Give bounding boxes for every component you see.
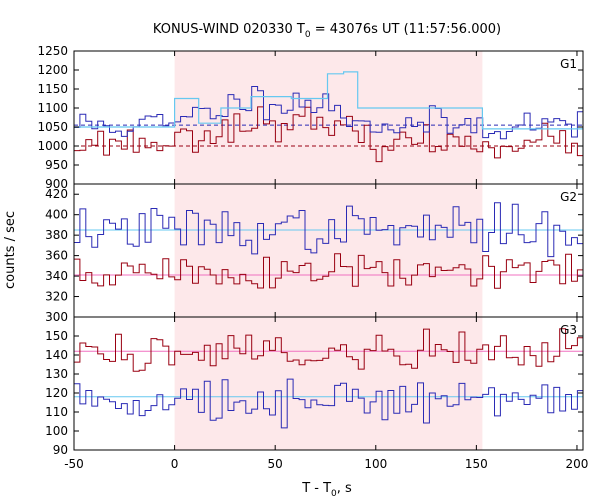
y-tick-label: 1200	[37, 63, 68, 77]
panel-plot-area	[74, 71, 583, 163]
panel-g1: 900 950 1000 1050 1100 1150 1200 1250 G1	[37, 44, 584, 191]
highlight-region	[174, 51, 483, 184]
y-tick-label: 100	[45, 424, 68, 438]
highlight-region	[174, 317, 483, 450]
blue-fit-steps-line	[74, 71, 583, 130]
x-axis-label-subscript: 0	[331, 489, 337, 499]
x-axis-label-prefix: T - T	[301, 481, 331, 496]
panel-label: G2	[560, 190, 577, 204]
chart-title: KONUS-WIND 020330 T0 = 43076s UT (11:57:…	[153, 22, 501, 40]
y-tick-label: 110	[45, 405, 68, 419]
red-series-line	[74, 253, 583, 289]
x-tick-label: 50	[268, 457, 283, 471]
panel-plot-area	[74, 202, 583, 289]
x-axis-label: T - T0, s	[301, 481, 352, 499]
panel-plot-area	[74, 328, 583, 429]
y-tick-label: 1000	[37, 139, 68, 153]
x-tick-label: 150	[465, 457, 488, 471]
y-tick-label: 90	[53, 443, 68, 457]
blue-series-line	[74, 202, 583, 258]
x-tick-label: -50	[64, 457, 84, 471]
y-tick-label: 130	[45, 367, 68, 381]
y-tick-label: 1050	[37, 120, 68, 134]
x-tick-label: 100	[364, 457, 387, 471]
y-tick-label: 900	[45, 177, 68, 191]
blue-series-line	[74, 378, 583, 429]
panel-frame	[73, 316, 584, 451]
y-tick-label: 340	[45, 269, 68, 283]
y-tick-label: 1100	[37, 101, 68, 115]
highlight-region	[174, 184, 483, 317]
y-tick-label: 300	[45, 310, 68, 324]
y-tick-label: 150	[45, 329, 68, 343]
chart-title-suffix: = 43076s UT (11:57:56.000)	[311, 22, 501, 37]
red-series-line	[74, 106, 583, 163]
y-tick-label: 1150	[37, 82, 68, 96]
x-tick-label: 200	[566, 457, 589, 471]
y-tick-label: 360	[45, 249, 68, 263]
panel-label: G3	[560, 323, 577, 337]
chart-title-prefix: KONUS-WIND 020330 T	[153, 22, 305, 37]
red-series-line	[74, 328, 583, 372]
y-tick-label: 380	[45, 228, 68, 242]
y-tick-label: 420	[45, 187, 68, 201]
y-tick-label: 1250	[37, 44, 68, 58]
x-axis-label-suffix: , s	[337, 481, 352, 496]
chart-title-subscript: 0	[305, 30, 311, 40]
y-tick-label: 120	[45, 386, 68, 400]
blue-series-line	[74, 86, 583, 140]
y-tick-label: 400	[45, 208, 68, 222]
y-tick-label: 950	[45, 158, 68, 172]
panels-layer: 900950100010501100115012001250G130032034…	[37, 44, 588, 471]
panel-g2: 300 320 340 360 380 400 420 G2	[45, 183, 584, 324]
y-tick-label: 140	[45, 348, 68, 362]
y-axis-label: counts / sec	[3, 211, 18, 289]
y-tick-label: 320	[45, 290, 68, 304]
x-tick-label: 0	[171, 457, 179, 471]
panel-g3: 90 100 110 120 130 140 150 G3	[45, 316, 584, 457]
panel-label: G1	[560, 57, 577, 71]
